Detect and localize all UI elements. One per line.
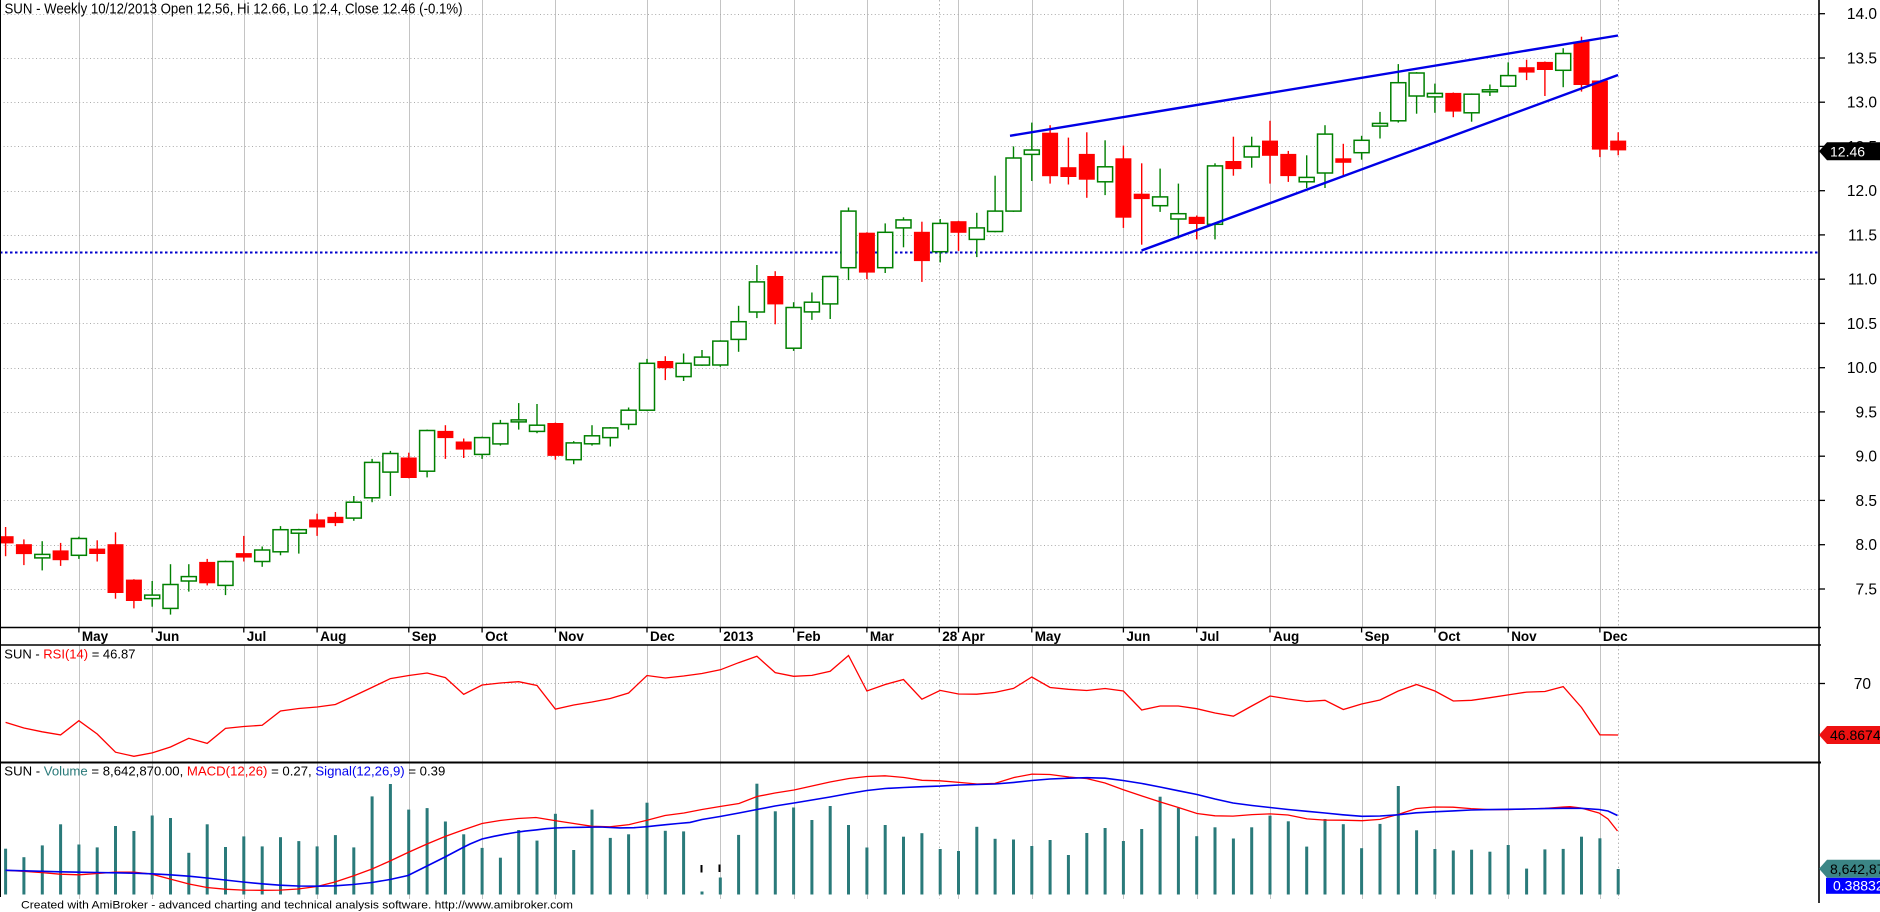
svg-text:28: 28 bbox=[942, 629, 958, 644]
svg-text:8.5: 8.5 bbox=[1855, 493, 1877, 510]
svg-text:11.0: 11.0 bbox=[1848, 272, 1877, 289]
svg-text:Jun: Jun bbox=[155, 629, 179, 644]
svg-text:May: May bbox=[1035, 629, 1062, 644]
svg-text:Jun: Jun bbox=[1126, 629, 1150, 644]
svg-text:13.0: 13.0 bbox=[1847, 95, 1878, 112]
svg-text:Oct: Oct bbox=[485, 629, 508, 644]
svg-text:Dec: Dec bbox=[650, 629, 675, 644]
svg-text:10.0: 10.0 bbox=[1847, 360, 1878, 377]
svg-text:Feb: Feb bbox=[797, 629, 821, 644]
svg-text:Apr: Apr bbox=[962, 629, 986, 644]
svg-text:SUN - Volume = 8,642,870.00, M: SUN - Volume = 8,642,870.00, MACD(12,26)… bbox=[4, 763, 445, 778]
svg-text:Nov: Nov bbox=[558, 629, 584, 644]
svg-text:46.8674: 46.8674 bbox=[1830, 727, 1880, 743]
svg-text:11.5: 11.5 bbox=[1848, 227, 1877, 244]
svg-text:12.0: 12.0 bbox=[1847, 183, 1878, 200]
svg-text:SUN - Weekly 10/12/2013 Open 1: SUN - Weekly 10/12/2013 Open 12.56, Hi 1… bbox=[5, 1, 463, 18]
svg-text:13.5: 13.5 bbox=[1847, 51, 1877, 68]
svg-text:12.46: 12.46 bbox=[1830, 143, 1865, 159]
svg-text:7.5: 7.5 bbox=[1855, 582, 1877, 599]
svg-text:9.0: 9.0 bbox=[1855, 449, 1877, 466]
svg-text:Jul: Jul bbox=[247, 629, 267, 644]
svg-text:14.0: 14.0 bbox=[1847, 6, 1878, 23]
svg-text:70: 70 bbox=[1854, 676, 1872, 693]
svg-text:10.5: 10.5 bbox=[1847, 316, 1877, 333]
svg-text:Nov: Nov bbox=[1511, 629, 1537, 644]
svg-text:May: May bbox=[82, 629, 109, 644]
svg-text:8.0: 8.0 bbox=[1855, 537, 1877, 554]
svg-text:Mar: Mar bbox=[870, 629, 895, 644]
svg-text:0.38832: 0.38832 bbox=[1833, 878, 1880, 894]
svg-text:8,642,870: 8,642,870 bbox=[1830, 861, 1880, 877]
svg-text:Aug: Aug bbox=[1273, 629, 1299, 644]
svg-text:Aug: Aug bbox=[320, 629, 346, 644]
svg-text:9.5: 9.5 bbox=[1855, 404, 1877, 421]
svg-text:Sep: Sep bbox=[1365, 629, 1390, 644]
svg-text:Jul: Jul bbox=[1200, 629, 1220, 644]
svg-text:SUN - RSI(14) = 46.87: SUN - RSI(14) = 46.87 bbox=[4, 647, 135, 662]
svg-text:Sep: Sep bbox=[412, 629, 437, 644]
svg-text:Created with AmiBroker - advan: Created with AmiBroker - advanced charti… bbox=[21, 900, 573, 912]
svg-text:Dec: Dec bbox=[1603, 629, 1628, 644]
svg-text:2013: 2013 bbox=[723, 629, 754, 644]
svg-text:Oct: Oct bbox=[1438, 629, 1461, 644]
